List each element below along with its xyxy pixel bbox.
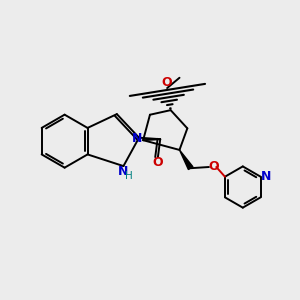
Text: O: O (153, 156, 163, 169)
Text: O: O (208, 160, 219, 172)
Text: N: N (131, 132, 142, 145)
Text: N: N (261, 170, 271, 183)
Polygon shape (179, 150, 193, 170)
Text: O: O (161, 76, 172, 89)
Text: H: H (125, 170, 133, 181)
Text: N: N (118, 165, 129, 178)
